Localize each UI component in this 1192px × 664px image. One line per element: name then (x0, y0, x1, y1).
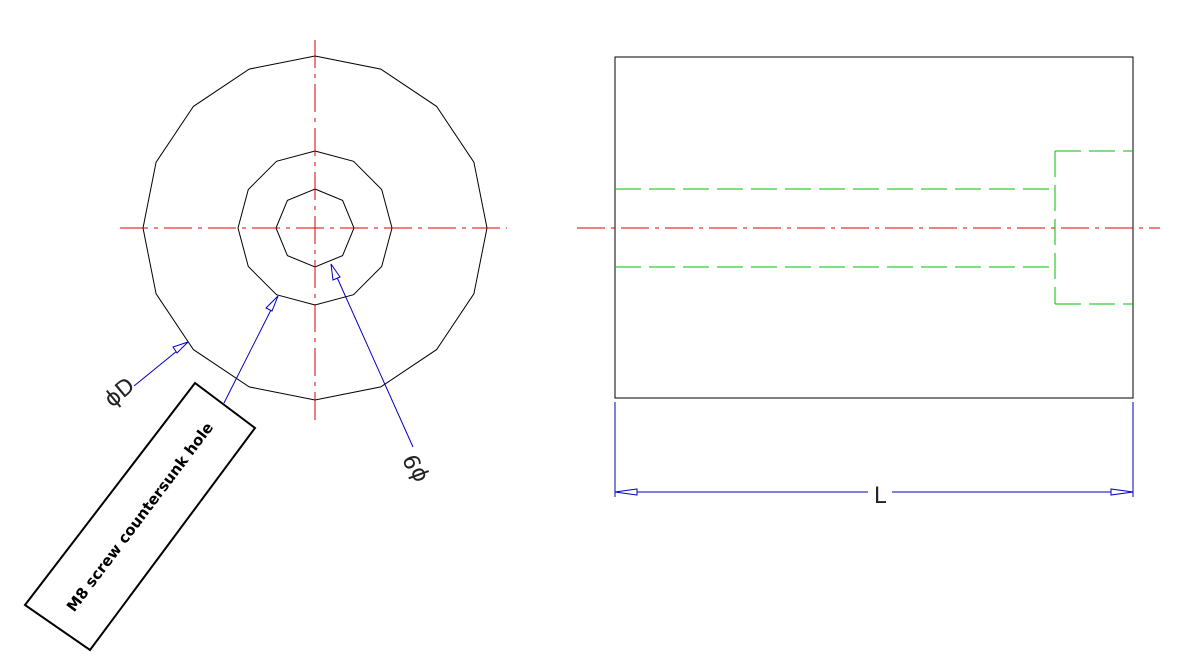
hole-diameter-label: ϕ9 (399, 451, 432, 486)
arrowhead (614, 488, 638, 496)
outer-diameter-label: ϕD (100, 373, 140, 412)
callout-label: M8 screw countersunk hole (63, 419, 217, 615)
length-label: L (874, 484, 887, 509)
arrowhead (172, 341, 189, 354)
leader (223, 295, 279, 404)
arrowhead (1110, 488, 1134, 496)
arrowhead (330, 263, 341, 281)
callout-box (23, 381, 257, 652)
arrowhead (265, 295, 279, 312)
leader (330, 263, 414, 448)
